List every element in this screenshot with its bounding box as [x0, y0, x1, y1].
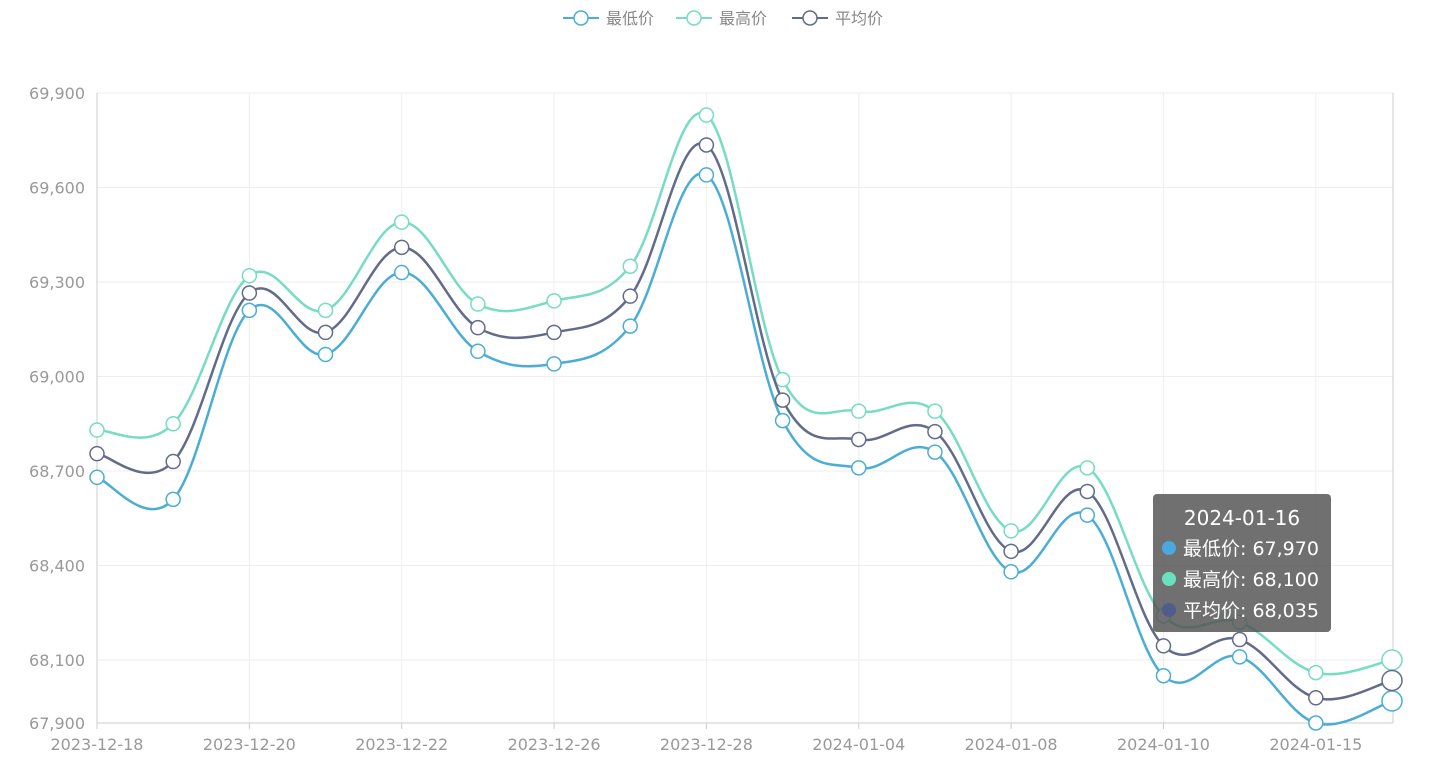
data-point [774, 412, 791, 429]
data-point [622, 258, 638, 274]
data-point [165, 453, 181, 470]
data-point [1308, 664, 1324, 681]
data-point [1381, 669, 1403, 692]
data-point [851, 460, 867, 476]
legend-marker-icon [802, 10, 818, 26]
legend-item[interactable]: 最高价 [676, 9, 767, 28]
tooltip-color-dot-icon [1162, 541, 1176, 555]
legend-label: 平均价 [835, 9, 883, 28]
data-point [1079, 507, 1096, 523]
data-point [546, 324, 562, 341]
data-point [241, 302, 258, 319]
x-tick-label: 2024-01-04 [812, 735, 905, 754]
tooltip-box [1153, 494, 1331, 632]
data-point [1155, 668, 1172, 684]
data-point [1381, 649, 1403, 671]
tooltip: 2024-01-16 最低价: 67,970 最高价: 68,100 平均价: 68,… [1153, 494, 1331, 632]
data-point [89, 469, 105, 486]
legend-label: 最低价 [606, 9, 654, 28]
data-point [1003, 564, 1019, 580]
data-point [1308, 690, 1324, 706]
series-line [96, 141, 1393, 701]
y-tick-label: 69,300 [29, 273, 85, 292]
tooltip-color-dot-icon [1162, 572, 1176, 586]
data-point [1231, 631, 1248, 648]
axes: 67,900 68,100 68,400 68,700 69,000 69,300 69,6… [29, 84, 1394, 754]
data-point [470, 296, 486, 312]
series-lines [89, 107, 1403, 731]
data-point [927, 423, 943, 440]
legend-marker-icon [573, 10, 589, 26]
tooltip-row-label: 最高价: 68,100 [1183, 569, 1319, 591]
data-point [1231, 649, 1248, 665]
data-point [165, 491, 181, 508]
series-line [96, 111, 1393, 676]
tooltip-row-label: 平均价: 68,035 [1183, 600, 1319, 622]
data-point [622, 318, 638, 334]
data-point [1079, 460, 1096, 476]
x-tick-label: 2024-01-10 [1117, 735, 1210, 754]
data-point [393, 214, 410, 230]
data-point [241, 267, 258, 284]
data-point [851, 403, 867, 419]
data-point [1003, 523, 1019, 539]
data-point [89, 422, 105, 438]
data-point [1003, 543, 1019, 560]
data-point [927, 444, 943, 460]
data-point [317, 346, 334, 363]
data-point [851, 431, 867, 448]
y-tick-label: 69,600 [29, 179, 85, 198]
legend-marker-icon [686, 10, 702, 26]
y-tick-label: 68,400 [29, 557, 85, 576]
data-point [317, 302, 334, 319]
x-tick-label: 2023-12-20 [203, 735, 296, 754]
data-point [927, 403, 943, 419]
data-point [1155, 638, 1172, 654]
tooltip-row-label: 最低价: 67,970 [1183, 538, 1319, 560]
data-point [1381, 690, 1403, 712]
series-1 [89, 167, 1403, 731]
data-point [774, 392, 791, 408]
legend-item[interactable]: 平均价 [792, 9, 883, 28]
x-tick-label: 2023-12-26 [508, 735, 601, 754]
data-point [165, 416, 181, 432]
data-point [470, 319, 486, 336]
data-point [89, 445, 105, 462]
x-tick-label: 2024-01-08 [965, 735, 1058, 754]
y-tick-label: 69,000 [29, 368, 85, 387]
legend-item[interactable]: 最低价 [563, 9, 654, 28]
y-tick-label: 68,700 [29, 462, 85, 481]
y-tick-label: 67,900 [29, 714, 85, 733]
x-tick-label: 2024-01-15 [1269, 735, 1362, 754]
data-point [698, 107, 715, 123]
legend-label: 最高价 [719, 9, 767, 28]
data-point [241, 285, 258, 301]
data-point [546, 356, 562, 372]
data-point [774, 371, 791, 388]
x-tick-label: 2023-12-22 [355, 735, 448, 754]
tooltip-title: 2024-01-16 [1184, 506, 1300, 530]
x-tick-label: 2023-12-18 [51, 735, 144, 754]
data-point [698, 167, 715, 183]
data-point [1308, 715, 1324, 731]
x-tick-label: 2023-12-28 [660, 735, 753, 754]
y-tick-label: 68,100 [29, 651, 85, 670]
series-3 [89, 137, 1403, 706]
data-point [698, 137, 715, 153]
data-point [622, 288, 638, 304]
data-point [393, 239, 410, 256]
tooltip-color-dot-icon [1162, 603, 1176, 617]
data-point [393, 264, 410, 281]
y-tick-label: 69,900 [29, 84, 85, 103]
legend[interactable]: 最低价 最高价 平均价 [563, 9, 883, 28]
data-point [317, 324, 334, 341]
data-point [1079, 483, 1096, 500]
data-point [470, 343, 486, 360]
data-point [546, 293, 562, 309]
